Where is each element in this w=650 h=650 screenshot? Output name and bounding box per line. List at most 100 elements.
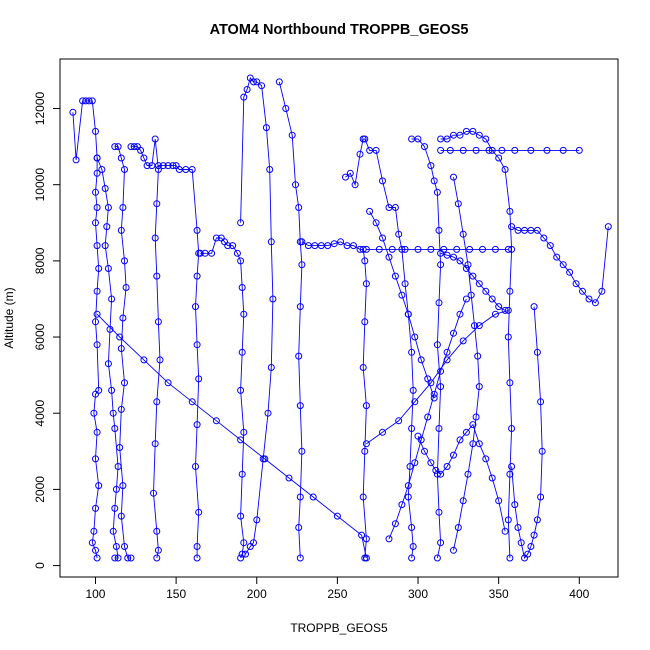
data-point: [258, 82, 266, 90]
data-point: [153, 398, 161, 406]
data-point: [111, 143, 119, 151]
series-group: [437, 127, 516, 562]
data-point: [527, 146, 535, 154]
data-point: [92, 318, 99, 326]
data-point: [406, 463, 414, 470]
data-point: [553, 253, 561, 261]
data-point: [151, 440, 159, 448]
series-group: [408, 135, 445, 562]
data-point: [462, 295, 470, 303]
data-point: [488, 295, 496, 303]
data-point: [69, 108, 77, 116]
data-point: [591, 299, 599, 307]
data-point: [93, 169, 101, 177]
data-point: [117, 512, 125, 520]
series-line: [345, 138, 414, 559]
data-point: [385, 535, 393, 543]
data-point: [93, 154, 101, 162]
data-point: [456, 436, 464, 444]
series-group: [93, 154, 122, 562]
data-point: [288, 131, 296, 139]
data-point: [437, 367, 445, 375]
data-point: [330, 240, 338, 248]
data-point: [253, 516, 261, 524]
data-point: [533, 516, 541, 524]
data-point: [193, 554, 201, 562]
data-point: [408, 348, 416, 356]
data-point: [427, 459, 435, 467]
data-point: [506, 554, 514, 562]
data-point: [137, 146, 145, 154]
data-point: [375, 245, 383, 253]
y-tick-label: 12000: [33, 92, 47, 126]
data-point: [604, 223, 612, 231]
data-point: [98, 166, 106, 173]
data-point: [250, 78, 257, 86]
data-point: [266, 166, 274, 173]
data-point: [395, 417, 403, 425]
data-point: [275, 78, 283, 86]
data-point: [358, 531, 366, 539]
data-point: [475, 131, 483, 139]
plot-frame: [59, 58, 619, 578]
data-point: [530, 531, 538, 539]
data-point: [119, 482, 127, 490]
data-point: [435, 508, 443, 516]
data-point: [361, 318, 369, 326]
data-point: [196, 249, 204, 257]
data-point: [504, 333, 512, 341]
data-point: [424, 413, 432, 421]
data-point: [456, 131, 464, 139]
data-point: [212, 417, 220, 425]
data-point: [537, 493, 545, 501]
series-group: [275, 78, 306, 562]
data-point: [501, 166, 509, 173]
data-point: [598, 287, 606, 295]
data-point: [127, 554, 135, 562]
data-point: [469, 440, 477, 448]
data-point: [482, 135, 490, 143]
data-point: [435, 299, 443, 307]
data-point: [88, 97, 96, 105]
data-point: [546, 242, 554, 250]
data-point: [106, 325, 114, 333]
data-point: [192, 303, 199, 311]
data-point: [93, 554, 101, 562]
data-point: [117, 226, 125, 234]
data-point: [533, 348, 541, 356]
series-group: [508, 223, 612, 307]
data-point: [193, 341, 201, 349]
series-line: [240, 77, 274, 555]
data-point: [462, 428, 470, 436]
data-point: [437, 261, 445, 269]
data-point: [193, 421, 201, 429]
series-group: [414, 421, 509, 535]
data-point: [264, 409, 272, 417]
data-point: [262, 124, 270, 132]
data-point: [362, 280, 370, 288]
data-point: [454, 524, 462, 531]
data-point: [242, 550, 249, 558]
data-point: [517, 539, 525, 547]
data-point: [404, 310, 412, 318]
data-point: [359, 245, 367, 253]
series-group: [342, 135, 417, 562]
x-axis-label: TROPPB_GEOS5: [290, 621, 388, 635]
data-point: [424, 375, 432, 383]
series-line: [96, 313, 367, 559]
data-point: [450, 329, 457, 337]
data-point: [401, 280, 409, 288]
data-point: [92, 504, 99, 512]
data-point: [169, 162, 177, 170]
data-point: [459, 337, 467, 345]
data-point: [193, 226, 201, 234]
data-point: [92, 219, 99, 227]
data-point: [456, 257, 464, 265]
data-point: [188, 166, 196, 173]
data-point: [511, 146, 519, 154]
data-point: [414, 135, 422, 143]
data-point: [212, 234, 220, 242]
x-tick-label: 250: [327, 587, 347, 601]
data-point: [362, 535, 370, 543]
data-point: [108, 386, 116, 394]
